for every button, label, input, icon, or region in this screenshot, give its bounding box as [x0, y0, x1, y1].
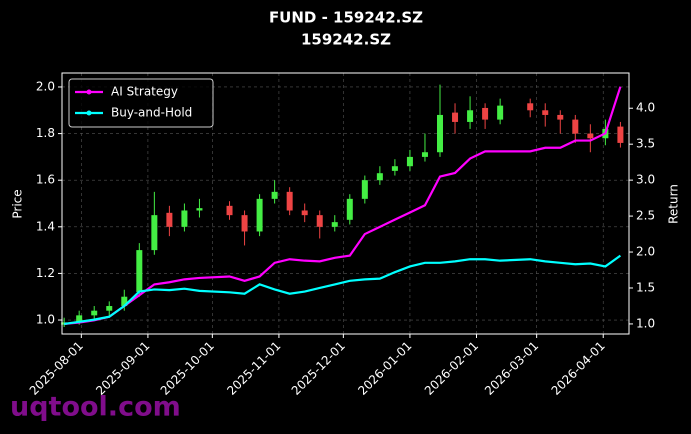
x-tick-label: 2025-09-01 — [93, 339, 152, 398]
y2-tick-label: 1.5 — [636, 280, 655, 294]
x-tick-label: 2026-02-01 — [422, 339, 481, 398]
y-tick-label: 1.0 — [36, 313, 55, 327]
return-line — [63, 254, 622, 326]
legend-label: Buy-and-Hold — [111, 106, 192, 120]
y-tick-label: 1.4 — [36, 219, 55, 233]
candle-body — [617, 126, 624, 143]
candle-body — [572, 119, 579, 134]
candle-body — [316, 215, 323, 227]
x-tick-label: 2026-01-01 — [355, 339, 414, 398]
candle-body — [106, 306, 113, 311]
candle-body — [91, 310, 98, 316]
candle-body — [166, 212, 173, 227]
y-tick-label: 1.2 — [36, 266, 55, 280]
candle-body — [421, 152, 428, 157]
candle-body — [482, 107, 489, 120]
y2-tick-label: 3.0 — [636, 173, 655, 187]
candle-body — [196, 208, 203, 211]
legend-marker — [86, 89, 92, 95]
legend-box — [68, 78, 214, 128]
candle-body — [527, 103, 534, 111]
x-tick-label: 2025-08-01 — [27, 339, 86, 398]
candle-body — [181, 210, 188, 227]
candle-body — [76, 315, 83, 323]
candle-body — [557, 114, 564, 120]
candle-body — [271, 191, 278, 199]
candle-body — [361, 180, 368, 199]
y-axis-label: Price — [11, 189, 25, 218]
candle-body — [346, 198, 353, 220]
candle-body — [286, 191, 293, 211]
y2-tick-label: 1.0 — [636, 316, 655, 330]
y2-tick-label: 4.0 — [636, 101, 655, 115]
legend-marker — [86, 110, 92, 116]
chart-subtitle: 159242.SZ — [301, 31, 391, 49]
y-tick-label: 1.8 — [36, 126, 55, 140]
candle-body — [587, 133, 594, 139]
return-line — [64, 86, 622, 326]
candle-body — [452, 112, 459, 122]
candle-body — [136, 250, 143, 293]
candle-body — [467, 110, 474, 122]
candle-body — [256, 198, 263, 232]
candle-body — [301, 210, 308, 216]
y2-axis-label: Return — [667, 184, 681, 224]
candle-body — [437, 114, 443, 153]
candle-body — [241, 215, 248, 232]
x-tick-label: 2026-04-01 — [549, 339, 608, 398]
candle-body — [391, 166, 398, 171]
candle-body — [121, 296, 128, 307]
candle-body — [542, 110, 549, 115]
candle-body — [376, 173, 383, 181]
y2-tick-label: 3.5 — [636, 137, 655, 151]
plot-frame — [61, 72, 630, 335]
y2-tick-label: 2.5 — [636, 209, 655, 223]
x-tick-label: 2025-11-01 — [224, 339, 283, 398]
x-tick-label: 2025-12-01 — [289, 339, 348, 398]
y2-tick-label: 2.0 — [636, 245, 655, 259]
y-tick-label: 1.6 — [36, 173, 55, 187]
candle-body — [406, 156, 413, 167]
legend-label: AI Strategy — [111, 85, 178, 99]
y-tick-label: 2.0 — [36, 79, 55, 93]
x-tick-label: 2025-10-01 — [158, 339, 217, 398]
chart-title: FUND - 159242.SZ — [269, 9, 423, 27]
candle-body — [151, 215, 158, 251]
x-tick-label: 2026-03-01 — [482, 339, 541, 398]
candle-body — [497, 105, 504, 120]
watermark: uqtool.com — [10, 392, 181, 423]
candle-body — [331, 222, 338, 227]
candle-body — [226, 205, 233, 216]
